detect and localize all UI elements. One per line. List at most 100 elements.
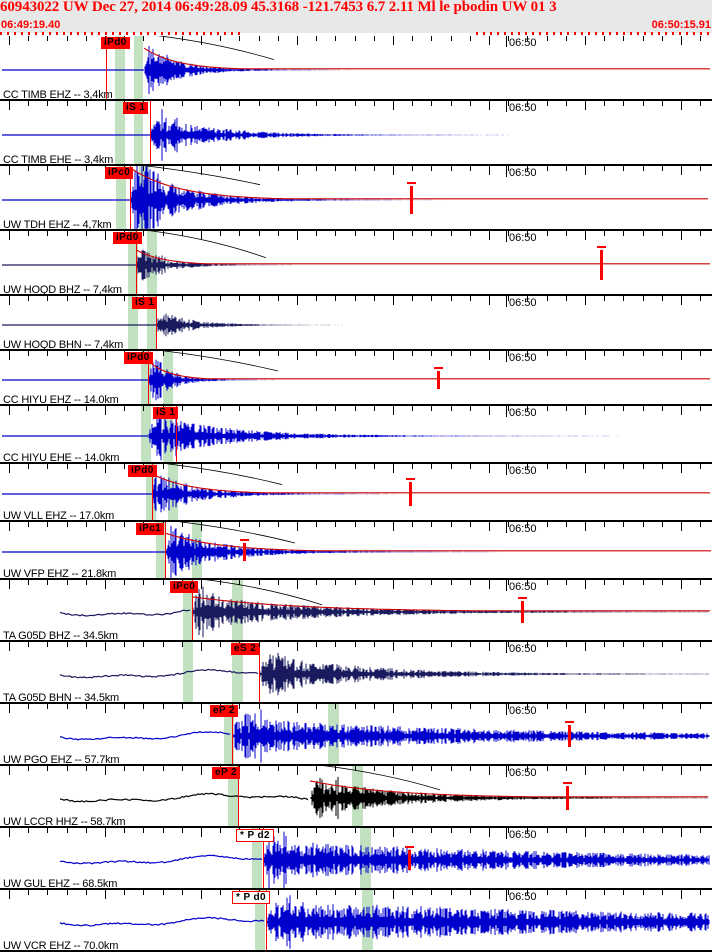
trace-row[interactable]: eS 2 06:50 TA G05D BHN -- 34.5km <box>0 642 712 704</box>
phase-pick-line[interactable] <box>150 101 152 164</box>
phase-pick-line[interactable] <box>259 642 261 702</box>
tick-dot <box>609 32 611 35</box>
axis-tick <box>566 166 567 171</box>
trace-row[interactable]: iPc0 06:50 TA G05D BHZ -- 34.5km <box>0 580 712 642</box>
axis-tick <box>412 36 413 41</box>
axis-tick <box>220 642 221 647</box>
axis-tick <box>28 766 29 771</box>
trace-row[interactable]: * P d2 06:50 UW GUL EHZ -- 68.5km <box>0 828 712 890</box>
axis-tick <box>566 464 567 469</box>
axis-tick <box>431 828 432 833</box>
axis-tick <box>67 36 68 41</box>
phase-pick-label[interactable]: * P d2 <box>236 829 275 842</box>
phase-pick-line[interactable] <box>192 580 194 640</box>
phase-pick-line[interactable] <box>156 296 158 349</box>
trace-row[interactable]: iPc1 06:50 UW VFP EHZ -- 21.8km <box>0 522 712 580</box>
axis-tick <box>201 36 202 45</box>
axis-tick <box>489 642 490 651</box>
coda-amplitude-marker[interactable] <box>437 371 440 389</box>
trace-row[interactable]: iS 1 06:50 CC TIMB EHE -- 3,4km <box>0 101 712 166</box>
axis-tick <box>47 642 48 647</box>
trace-row[interactable]: iPd0 06:50 UW VLL EHZ -- 17.0km <box>0 464 712 522</box>
axis-time-label: 06:50 <box>506 580 537 593</box>
trace-row[interactable]: iPd0 06:50 UW HOQD BHZ -- 7,4km <box>0 231 712 296</box>
coda-amplitude-marker[interactable] <box>566 786 569 810</box>
axis-tick <box>374 231 375 236</box>
phase-pick-label[interactable]: iPc0 <box>105 167 134 179</box>
trace-row[interactable]: * P d0 06:50 UW VCR EHZ -- 70.0km <box>0 890 712 952</box>
axis-tick <box>604 890 605 895</box>
axis-tick <box>527 231 528 236</box>
axis-tick <box>700 522 701 527</box>
axis-tick <box>489 580 490 589</box>
phase-pick-line[interactable] <box>266 890 268 950</box>
coda-amplitude-marker[interactable] <box>410 186 413 214</box>
phase-pick-line[interactable] <box>238 766 240 826</box>
candidate-window-band <box>156 522 166 578</box>
coda-amplitude-marker[interactable] <box>600 250 603 280</box>
phase-pick-line[interactable] <box>152 464 154 520</box>
axis-tick <box>105 766 106 775</box>
phase-pick-line[interactable] <box>136 231 138 294</box>
trace-row[interactable]: iPc0 06:50 UW TDH EHZ -- 4,7km <box>0 166 712 231</box>
tick-dot <box>189 32 191 35</box>
tick-dot <box>602 32 604 35</box>
phase-pick-line[interactable] <box>130 166 132 229</box>
phase-pick-label[interactable]: iPd0 <box>128 465 157 477</box>
axis-tick <box>700 101 701 106</box>
coda-amplitude-tick <box>597 246 606 248</box>
axis-tick <box>566 406 567 411</box>
axis-tick <box>547 464 548 469</box>
phase-pick-label[interactable]: iPc0 <box>170 581 199 593</box>
trace-row[interactable]: iS 1 06:50 CC HIYU EHE -- 14.0km <box>0 406 712 464</box>
axis-tick <box>393 296 394 305</box>
coda-amplitude-marker[interactable] <box>408 850 411 870</box>
phase-pick-line[interactable] <box>263 828 265 888</box>
coda-guide-curve <box>161 351 279 372</box>
axis-tick <box>585 828 586 837</box>
phase-pick-line[interactable] <box>148 351 150 404</box>
axis-tick <box>316 522 317 527</box>
trace-row[interactable]: eP 2 06:50 UW PGO EHZ -- 57.7km <box>0 704 712 766</box>
phase-pick-label[interactable]: eP 2 <box>210 705 238 717</box>
axis-tick <box>182 642 183 647</box>
axis-tick <box>355 36 356 41</box>
phase-pick-line[interactable] <box>165 522 167 578</box>
phase-pick-label[interactable]: iPd0 <box>113 232 142 244</box>
coda-amplitude-marker[interactable] <box>409 482 412 506</box>
time-axis <box>0 828 712 837</box>
axis-tick <box>623 101 624 106</box>
phase-pick-label[interactable]: iPd0 <box>124 352 153 364</box>
phase-pick-line[interactable] <box>106 36 108 99</box>
phase-pick-label[interactable]: eP 2 <box>212 767 240 779</box>
coda-amplitude-marker[interactable] <box>521 601 524 623</box>
trace-row[interactable]: eP 2 06:50 UW LCCR HHZ -- 58.7km <box>0 766 712 828</box>
waveform <box>2 166 708 229</box>
phase-pick-label[interactable]: eS 2 <box>231 643 260 655</box>
phase-pick-label[interactable]: iS 1 <box>153 407 179 419</box>
trace-row[interactable]: iS 1 06:50 UW HOQD BHN -- 7,4km <box>0 296 712 351</box>
phase-pick-line[interactable] <box>232 704 234 764</box>
phase-pick-label[interactable]: iS 1 <box>123 102 149 114</box>
tick-dot <box>616 32 618 35</box>
axis-tick <box>47 522 48 527</box>
tick-dot <box>203 32 205 35</box>
tick-dot <box>84 32 86 35</box>
axis-tick <box>700 36 701 41</box>
axis-tick <box>67 580 68 585</box>
phase-pick-label[interactable]: iPc1 <box>136 523 165 535</box>
coda-amplitude-marker[interactable] <box>568 725 571 747</box>
axis-tick <box>259 580 260 585</box>
axis-tick <box>489 890 490 899</box>
axis-tick <box>86 704 87 709</box>
phase-pick-label[interactable]: * P d0 <box>232 891 271 904</box>
phase-pick-line[interactable] <box>176 406 178 462</box>
phase-pick-label[interactable]: iS 1 <box>132 297 158 309</box>
coda-amplitude-marker[interactable] <box>243 543 246 561</box>
trace-row[interactable]: iPd0 06:50 CC HIYU EHZ -- 14.0km <box>0 351 712 406</box>
axis-tick <box>412 580 413 585</box>
axis-tick <box>163 704 164 709</box>
phase-pick-label[interactable]: iPd0 <box>101 37 130 49</box>
trace-row[interactable]: iPd0 06:50 CC TIMB EHZ -- 3,4km <box>0 36 712 101</box>
tick-dot <box>539 32 541 35</box>
